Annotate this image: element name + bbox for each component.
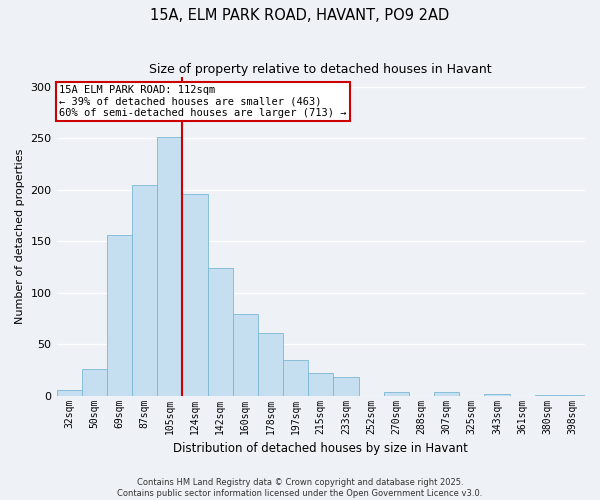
Bar <box>157 138 182 396</box>
Bar <box>258 333 283 396</box>
Bar <box>56 390 82 396</box>
Bar <box>107 235 132 396</box>
Title: Size of property relative to detached houses in Havant: Size of property relative to detached ho… <box>149 62 492 76</box>
Text: 15A ELM PARK ROAD: 112sqm
← 39% of detached houses are smaller (463)
60% of semi: 15A ELM PARK ROAD: 112sqm ← 39% of detac… <box>59 84 347 118</box>
Bar <box>208 268 233 396</box>
Bar <box>383 392 409 396</box>
Text: 15A, ELM PARK ROAD, HAVANT, PO9 2AD: 15A, ELM PARK ROAD, HAVANT, PO9 2AD <box>151 8 449 22</box>
Bar <box>283 360 308 396</box>
Text: Contains HM Land Registry data © Crown copyright and database right 2025.
Contai: Contains HM Land Registry data © Crown c… <box>118 478 482 498</box>
Bar <box>560 394 585 396</box>
X-axis label: Distribution of detached houses by size in Havant: Distribution of detached houses by size … <box>173 442 468 455</box>
Bar <box>535 394 560 396</box>
Bar <box>82 369 107 396</box>
Y-axis label: Number of detached properties: Number of detached properties <box>15 148 25 324</box>
Bar <box>434 392 459 396</box>
Bar <box>182 194 208 396</box>
Bar <box>233 314 258 396</box>
Bar <box>308 373 334 396</box>
Bar <box>484 394 509 396</box>
Bar <box>132 184 157 396</box>
Bar <box>334 377 359 396</box>
